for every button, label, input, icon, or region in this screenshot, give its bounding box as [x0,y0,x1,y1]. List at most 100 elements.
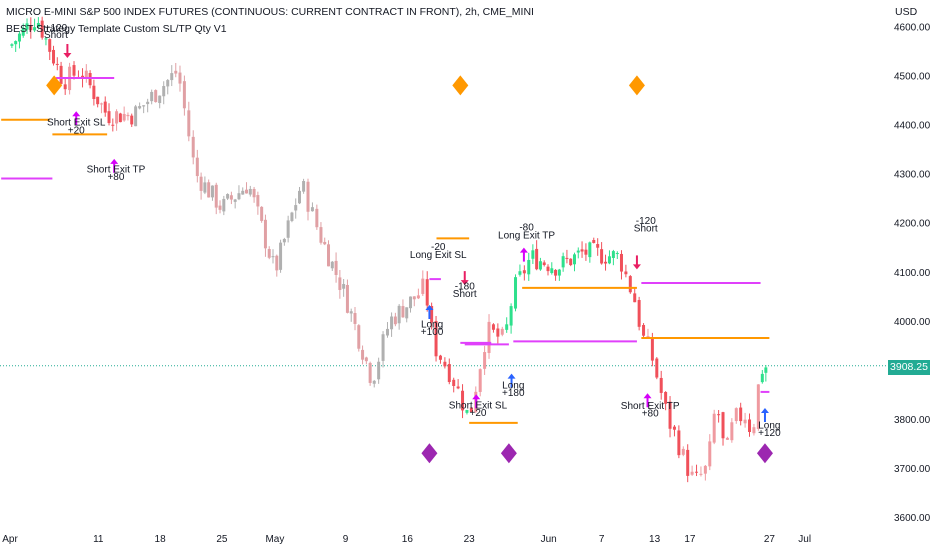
candle-body [607,256,611,264]
y-tick-label: 4500.00 [894,72,931,83]
candle-body [615,253,619,255]
candle-body [142,105,146,107]
candle-body [522,270,526,274]
candle-body [195,157,199,177]
candle-body [96,96,100,105]
candle-body [546,266,550,272]
purple-diamond-icon [421,443,438,464]
candle-body [63,84,67,90]
candle-body [134,106,138,127]
candle-body [158,95,162,104]
arrow-down-head-icon [63,53,72,59]
candle-body [760,373,764,383]
candle-body [416,295,420,299]
y-tick-label: 3600.00 [894,513,931,524]
y-tick-label: 3700.00 [894,464,931,475]
candle-body [538,261,542,270]
candle-body [681,448,685,455]
candle-body [233,199,237,202]
candle-body [357,325,361,349]
trade-label: +80 [107,172,124,183]
candle-body [52,49,56,64]
candle-body [271,256,275,258]
trade-label: Short Exit SL [47,118,106,129]
candle-body [286,220,290,238]
candle-body [302,181,306,192]
candle-body [611,251,615,258]
candle-body [150,91,154,102]
candle-body [487,321,491,353]
strategy-name[interactable]: BEST Strategy Template Custom SL/TP Qty … [6,23,227,35]
candle-body [677,430,681,456]
candle-body [55,63,59,65]
candle-body [557,269,561,276]
candle-body [372,380,376,384]
candle-body [182,81,186,109]
currency-label: USD [895,6,918,18]
candle-body [267,249,271,258]
candle-body [162,86,166,97]
candle-body [646,336,650,338]
candle-body [260,206,264,221]
last-price-badge: 3908.25 [888,360,930,375]
candle-body [483,352,487,369]
candle-body [461,390,465,411]
candle-body [412,296,416,300]
candle-body [92,85,96,100]
candle-body [600,249,604,264]
arrow-up-head-icon [72,111,81,117]
candle-body [588,242,592,258]
x-tick-label: 18 [155,534,167,545]
candle-body [514,277,518,309]
y-tick-label: 4000.00 [894,317,931,328]
candle-body [531,250,535,259]
candle-body [491,324,495,330]
purple-diamond-icon [500,443,517,464]
time-axis[interactable]: Apr 11 18 25 May 9 16 23 Jun 7 13 17 27 Jul [2,534,811,545]
candle-body [72,65,76,76]
x-tick-label: 23 [464,534,476,545]
candle-body [174,70,178,74]
trade-markers [46,44,773,464]
candle-body [14,41,18,45]
candle-body [565,257,569,259]
candle-body [572,254,576,265]
trade-label: Short Exit TP [621,401,680,412]
candle-body [36,23,40,27]
trade-label: Long [421,320,443,331]
x-tick-label: 27 [764,534,776,545]
candle-body [569,258,573,266]
orange-diamond-icon [628,75,645,96]
trade-label: Long Exit TP [498,230,555,241]
trade-label: Long Exit SL [410,250,467,261]
candle-body [633,293,637,303]
candle-body [518,271,522,275]
trade-label: -20 [431,242,446,253]
candle-body [361,349,365,360]
candle-body [306,181,310,212]
candle-body [393,316,397,325]
candle-body [40,20,44,38]
trade-label: Short [44,30,68,41]
trade-label: -80 [519,223,534,234]
candle-body [111,124,115,126]
candle-body [381,334,385,361]
candle-body [377,361,381,380]
candle-body [315,208,319,228]
orange-diamond-icon [452,75,469,96]
candle-body [425,279,429,306]
candle-body [730,422,734,441]
candle-body [218,205,222,210]
candle-body [385,328,389,336]
candle-body [59,65,63,84]
candle-body [469,407,473,413]
candle-body [655,358,659,378]
candle-body [187,110,191,137]
candle-body [390,316,394,330]
candle-body [263,219,267,249]
candle-body [628,276,632,293]
candle-body [130,115,134,125]
candle-body [279,242,283,270]
candle-body [434,321,438,357]
